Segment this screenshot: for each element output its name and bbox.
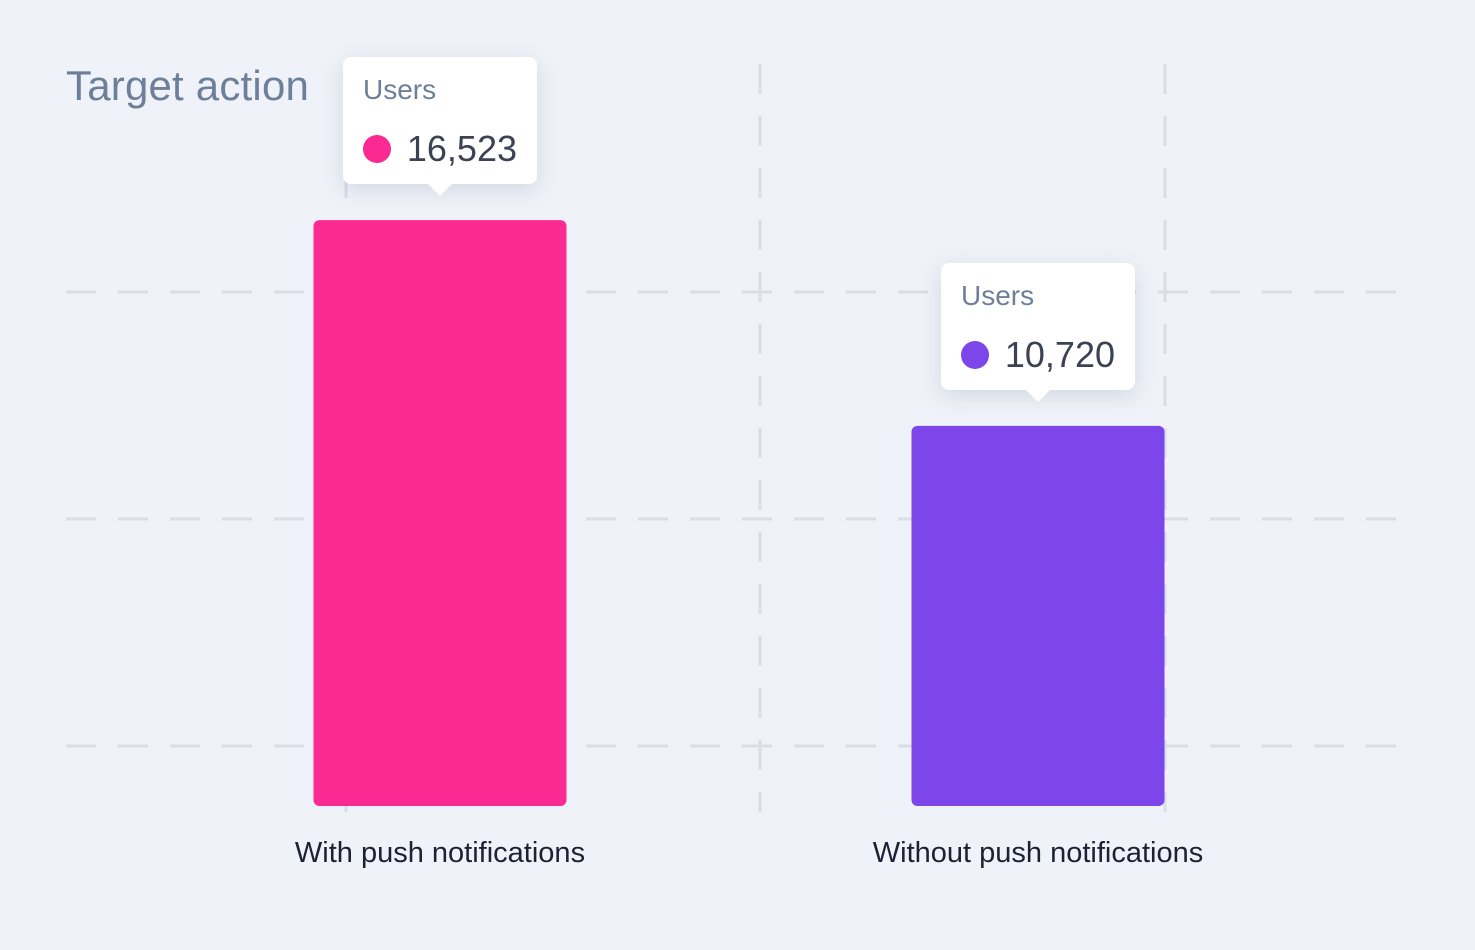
- category-label: With push notifications: [295, 837, 585, 869]
- tooltip-value: 10,720: [1004, 333, 1115, 375]
- category-label: Without push notifications: [873, 837, 1203, 869]
- grid-lines: [66, 64, 1410, 812]
- bars: [313, 220, 1165, 807]
- tooltip-value-row: 16,523: [363, 129, 517, 169]
- series-color-dot-icon: [961, 340, 989, 369]
- tooltip-value-row: 10,720: [961, 333, 1115, 375]
- category-labels: With push notifications Without push noti…: [295, 837, 1203, 869]
- chart-title: Target action: [66, 62, 310, 109]
- tooltip-series-label: Users: [363, 74, 437, 106]
- bar-with-push: [313, 220, 567, 807]
- tooltip-with-push: Users 16,523: [343, 57, 537, 197]
- tooltip-series-label: Users: [961, 279, 1035, 311]
- tooltip-value: 16,523: [406, 128, 517, 170]
- bar-without-push: [911, 425, 1165, 806]
- series-color-dot-icon: [363, 135, 391, 164]
- tooltip-without-push: Users 10,720: [941, 262, 1135, 402]
